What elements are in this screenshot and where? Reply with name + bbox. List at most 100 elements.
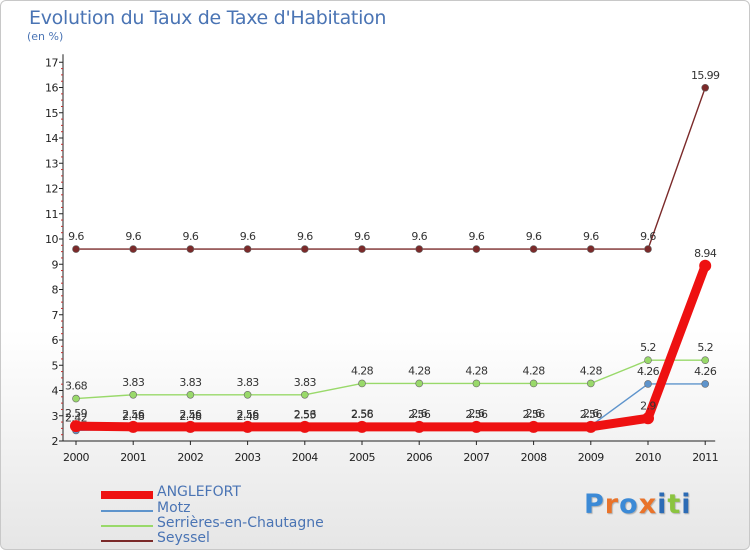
x-tick-label: 2004 bbox=[292, 451, 318, 464]
data-label-serri-res-en-chautagne: 3.68 bbox=[65, 380, 88, 393]
data-point-anglefort bbox=[298, 420, 311, 433]
data-label-motz: 2.6 bbox=[469, 407, 485, 420]
data-point-serri-res-en-chautagne bbox=[186, 390, 195, 399]
data-point-serri-res-en-chautagne bbox=[243, 390, 252, 399]
x-tick-label: 2010 bbox=[635, 451, 661, 464]
data-label-seyssel: 9.6 bbox=[297, 230, 313, 243]
data-point-serri-res-en-chautagne bbox=[586, 379, 595, 388]
data-label-anglefort: 2.56 bbox=[523, 408, 546, 421]
data-point-seyssel bbox=[72, 245, 80, 253]
x-tick-label: 2003 bbox=[235, 451, 261, 464]
x-tick-label: 2000 bbox=[63, 451, 89, 464]
data-label-motz: 2.58 bbox=[351, 407, 374, 420]
x-tick-label: 2006 bbox=[406, 451, 432, 464]
data-point-seyssel bbox=[644, 245, 652, 253]
y-tick-label: 12 bbox=[45, 183, 58, 196]
data-point-seyssel bbox=[472, 245, 481, 253]
y-tick-label: 4 bbox=[52, 385, 59, 398]
series-line-seyssel bbox=[75, 87, 706, 250]
legend-swatch-seyssel bbox=[101, 540, 153, 542]
data-label-serri-res-en-chautagne: 3.83 bbox=[179, 376, 202, 389]
data-label-serri-res-en-chautagne: 5.2 bbox=[697, 341, 713, 354]
data-label-anglefort: 2.56 bbox=[465, 408, 488, 421]
data-label-anglefort: 2.56 bbox=[122, 408, 145, 421]
x-tick-label: 2009 bbox=[578, 451, 604, 464]
series-line-serri-res-en-chautagne bbox=[75, 359, 706, 400]
data-point-anglefort bbox=[584, 420, 597, 433]
data-point-anglefort bbox=[699, 259, 712, 272]
data-point-seyssel bbox=[358, 245, 366, 253]
data-label-motz: 2.6 bbox=[411, 407, 427, 420]
x-tick-label: 2005 bbox=[349, 451, 375, 464]
data-label-serri-res-en-chautagne: 4.28 bbox=[523, 364, 546, 377]
data-point-anglefort bbox=[127, 420, 140, 433]
x-tick-label: 2007 bbox=[463, 451, 489, 464]
y-tick-label: 5 bbox=[52, 359, 59, 372]
data-label-seyssel: 9.6 bbox=[354, 230, 370, 243]
data-point-serri-res-en-chautagne bbox=[529, 379, 538, 388]
data-point-seyssel bbox=[243, 245, 252, 253]
y-tick-label: 16 bbox=[45, 82, 58, 95]
data-point-seyssel bbox=[586, 245, 595, 253]
data-label-anglefort: 8.94 bbox=[694, 247, 717, 260]
y-tick-label: 10 bbox=[45, 233, 58, 246]
data-label-anglefort: 2.56 bbox=[294, 408, 317, 421]
data-label-motz: 2.42 bbox=[65, 411, 87, 424]
data-label-serri-res-en-chautagne: 4.28 bbox=[351, 364, 374, 377]
data-label-anglefort: 2.56 bbox=[351, 408, 374, 421]
data-point-seyssel bbox=[129, 245, 137, 253]
data-label-anglefort: 2.56 bbox=[408, 408, 431, 421]
data-point-anglefort bbox=[527, 420, 540, 433]
data-label-seyssel: 9.6 bbox=[640, 230, 656, 243]
x-tick-label: 2008 bbox=[521, 451, 547, 464]
logo-letter: x bbox=[638, 489, 658, 520]
data-label-motz: 4.26 bbox=[637, 365, 660, 378]
data-label-motz: 2.48 bbox=[237, 410, 260, 423]
chart-subtitle: (en %) bbox=[27, 30, 64, 43]
logo-letter: r bbox=[604, 489, 620, 520]
data-label-motz: 2.53 bbox=[294, 409, 317, 422]
data-point-anglefort bbox=[241, 420, 254, 433]
legend-swatch-serrieres bbox=[101, 525, 153, 527]
y-tick-label: 11 bbox=[45, 208, 58, 221]
data-point-serri-res-en-chautagne bbox=[129, 390, 137, 399]
y-tick-label: 8 bbox=[52, 284, 59, 297]
data-point-serri-res-en-chautagne bbox=[415, 379, 424, 388]
data-point-anglefort bbox=[70, 420, 82, 433]
legend-swatch-anglefort bbox=[101, 491, 153, 499]
y-tick-label: 14 bbox=[45, 132, 58, 145]
chart-title: Evolution du Taux de Taxe d'Habitation bbox=[29, 7, 387, 29]
series-line-anglefort bbox=[71, 261, 710, 432]
logo-letter: t bbox=[667, 489, 682, 520]
data-label-seyssel: 15.99 bbox=[691, 69, 720, 82]
legend-label-seyssel: Seyssel bbox=[157, 530, 210, 546]
data-label-serri-res-en-chautagne: 4.28 bbox=[465, 364, 488, 377]
data-point-serri-res-en-chautagne bbox=[72, 394, 80, 403]
data-label-serri-res-en-chautagne: 3.83 bbox=[237, 376, 260, 389]
data-point-seyssel bbox=[529, 245, 538, 253]
data-label-seyssel: 9.6 bbox=[183, 230, 199, 243]
logo-letter: P bbox=[584, 489, 605, 520]
y-tick-label: 13 bbox=[45, 157, 58, 170]
data-label-motz: 2.6 bbox=[583, 407, 599, 420]
logo-letter: o bbox=[619, 489, 639, 520]
data-label-serri-res-en-chautagne: 4.28 bbox=[580, 364, 603, 377]
x-tick-label: 2011 bbox=[692, 451, 718, 464]
data-label-seyssel: 9.6 bbox=[469, 230, 485, 243]
x-tick-label: 2002 bbox=[177, 451, 203, 464]
data-label-seyssel: 9.6 bbox=[411, 230, 427, 243]
data-point-motz bbox=[644, 380, 652, 388]
data-point-seyssel bbox=[186, 245, 195, 253]
data-point-serri-res-en-chautagne bbox=[701, 356, 710, 365]
y-tick-label: 7 bbox=[52, 309, 59, 322]
data-point-seyssel bbox=[300, 245, 309, 253]
y-tick-label: 3 bbox=[52, 410, 59, 423]
logo-letter: i bbox=[657, 489, 668, 520]
y-tick-label: 17 bbox=[45, 56, 58, 69]
logo-letter: i bbox=[681, 489, 692, 520]
data-point-anglefort bbox=[413, 420, 426, 433]
data-label-anglefort: 2.9 bbox=[640, 399, 656, 412]
data-point-serri-res-en-chautagne bbox=[358, 379, 366, 388]
